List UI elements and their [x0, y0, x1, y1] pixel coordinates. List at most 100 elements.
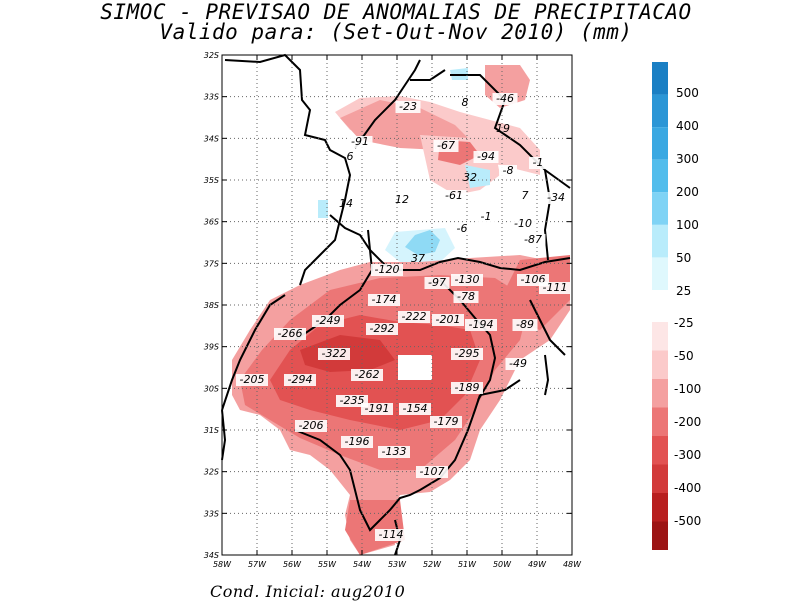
colorbar-swatch [652, 257, 668, 290]
anomaly-value-label: -10 [510, 217, 536, 230]
colorbar-label: -300 [674, 448, 701, 462]
lon-label: 56W [283, 560, 302, 569]
colorbar-label: -50 [674, 349, 694, 363]
svg-text:-61: -61 [445, 189, 463, 202]
svg-text:-322: -322 [322, 347, 347, 360]
anomaly-value-label: -1 [529, 156, 547, 169]
svg-text:-10: -10 [514, 217, 532, 230]
anomaly-value-label: -94 [473, 150, 499, 163]
anomaly-value-label: -196 [341, 435, 373, 448]
anomaly-value-label: -6 [453, 222, 471, 235]
colorbar-label: 400 [676, 119, 699, 133]
map-subtitle: Valido para: (Set-Out-Nov 2010) (mm) [159, 20, 633, 44]
lon-label: 51W [458, 560, 477, 569]
colorbar-swatch [652, 464, 668, 493]
svg-text:8: 8 [462, 96, 469, 109]
anomaly-value-label: -87 [520, 233, 546, 246]
anomaly-value-label: -97 [424, 276, 450, 289]
colorbar-label: 200 [676, 185, 699, 199]
anomaly-value-label: -111 [539, 281, 571, 294]
anomaly-value-label: -46 [492, 92, 518, 105]
anomaly-value-label: 8 [462, 96, 469, 109]
lat-label: 38S [204, 301, 219, 310]
anomaly-value-label: -179 [430, 415, 462, 428]
svg-text:-196: -196 [345, 435, 370, 448]
svg-text:-292: -292 [370, 322, 395, 335]
colorbar-label: -500 [674, 514, 701, 528]
anomaly-value-label: -292 [366, 322, 398, 335]
svg-text:-6: -6 [457, 222, 468, 235]
anomaly-value-label: -294 [284, 373, 316, 386]
svg-text:-201: -201 [436, 313, 461, 326]
map-title: SIMOC - PREVISAO DE ANOMALIAS DE PRECIPI… [100, 0, 692, 24]
colorbar-swatch [652, 350, 668, 379]
svg-text:-235: -235 [340, 394, 365, 407]
svg-text:-111: -111 [543, 281, 568, 294]
svg-text:-120: -120 [375, 263, 400, 276]
anomaly-value-label: -205 [236, 373, 268, 386]
colorbar-label: 300 [676, 152, 699, 166]
anomaly-value-label: -78 [453, 290, 479, 303]
lat-label: 32S [204, 51, 219, 60]
svg-text:14: 14 [339, 197, 353, 210]
svg-text:-94: -94 [477, 150, 495, 163]
anomaly-value-label: -222 [398, 310, 430, 323]
anomaly-value-label: -249 [312, 314, 344, 327]
colorbar-swatch [652, 436, 668, 465]
lon-label: 53W [388, 560, 407, 569]
anomaly-value-label: -120 [371, 263, 403, 276]
anomaly-value-label: -133 [378, 445, 410, 458]
anomaly-value-label: 12 [395, 193, 409, 206]
anomaly-value-label: -23 [395, 100, 421, 113]
anomaly-value-label: 6 [347, 150, 354, 163]
colorbar-label: -200 [674, 415, 701, 429]
colorbar-label: -400 [674, 481, 701, 495]
initial-condition-footer: Cond. Inicial: aug2010 [210, 582, 406, 601]
anomaly-value-labels: -23 8 -46 19 -91 -67 -94 -1 6 -8 32 7 -34 14 12 -61 -1 -1… [236, 92, 571, 541]
anomaly-value-label: 7 [522, 189, 529, 202]
colorbar-swatch [652, 493, 668, 522]
colorbar-label: -25 [674, 316, 694, 330]
svg-text:12: 12 [395, 193, 409, 206]
svg-text:6: 6 [347, 150, 354, 163]
svg-text:-266: -266 [278, 327, 303, 340]
svg-text:-46: -46 [496, 92, 514, 105]
anomaly-value-label: 32 [463, 171, 477, 184]
lon-label: 58W [213, 560, 232, 569]
svg-text:-174: -174 [372, 293, 397, 306]
lat-label: 33S [204, 509, 219, 518]
svg-text:7: 7 [522, 189, 529, 202]
colorbar-label: -100 [674, 382, 701, 396]
colorbar-swatch [652, 159, 668, 193]
anomaly-value-label: -266 [274, 327, 306, 340]
svg-text:-67: -67 [437, 139, 455, 152]
colorbar-swatch [652, 407, 668, 436]
svg-text:-91: -91 [351, 135, 369, 148]
svg-text:-191: -191 [365, 402, 390, 415]
svg-text:-107: -107 [420, 465, 445, 478]
anomaly-value-label: -154 [399, 402, 431, 415]
anomaly-value-label: -1 [477, 210, 495, 223]
latitude-labels: 32S 33S 34S 35S 36S 37S 38S 39S 30S 31S 32S 33S 34S [204, 51, 219, 560]
lat-label: 33S [204, 93, 219, 102]
anomaly-value-label: -49 [505, 357, 531, 370]
svg-text:-194: -194 [469, 318, 494, 331]
lon-label: 57W [248, 560, 267, 569]
lat-label: 34S [204, 134, 219, 143]
anomaly-value-label: -61 [441, 189, 467, 202]
anomaly-value-label: 14 [339, 197, 353, 210]
anomaly-value-label: 19 [496, 122, 510, 135]
svg-text:-130: -130 [455, 273, 480, 286]
svg-text:-222: -222 [402, 310, 427, 323]
anomaly-value-label: -194 [465, 318, 497, 331]
svg-text:-23: -23 [399, 100, 417, 113]
svg-text:-294: -294 [288, 373, 313, 386]
lat-label: 39S [204, 343, 219, 352]
lat-label: 31S [204, 426, 219, 435]
svg-text:-205: -205 [240, 373, 265, 386]
svg-text:-89: -89 [516, 318, 534, 331]
colorbar-label: 50 [676, 251, 691, 265]
anomaly-value-label: -89 [512, 318, 538, 331]
lat-label: 37S [204, 259, 219, 268]
